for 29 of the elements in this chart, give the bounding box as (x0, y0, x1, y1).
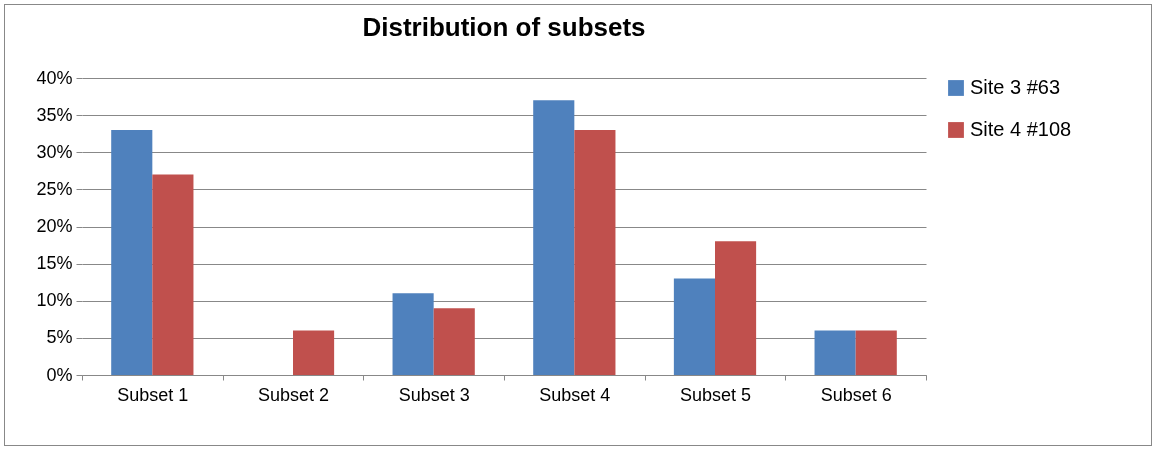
y-tick-label: 20% (36, 216, 73, 236)
y-tick-label: 5% (46, 327, 73, 348)
bar (433, 308, 475, 375)
bar (855, 330, 897, 375)
bar (111, 129, 153, 375)
x-tick-label: Subset 6 (820, 384, 892, 405)
bar (715, 241, 757, 375)
y-tick-label: 35% (36, 104, 73, 125)
bar (293, 330, 335, 375)
chart-title: Distribution of subsets (362, 12, 646, 42)
bar (673, 278, 715, 375)
y-tick-label: 25% (36, 178, 73, 199)
bar (152, 174, 194, 375)
y-tick-label: 40% (36, 67, 73, 88)
x-tick-label: Subset 2 (257, 384, 330, 405)
y-tick-label: 30% (36, 141, 73, 162)
y-tick-label: 15% (36, 253, 73, 274)
legend-label: Site 3 #63 (970, 76, 1061, 98)
bar (574, 129, 616, 375)
bar (392, 293, 434, 375)
x-tick-label: Subset 1 (117, 384, 189, 405)
x-tick-label: Subset 3 (398, 384, 470, 405)
y-tick-label: 0% (46, 364, 73, 385)
legend-label: Site 4 #108 (970, 118, 1072, 140)
y-tick-label: 10% (36, 290, 73, 311)
bar (814, 330, 856, 375)
x-tick-label: Subset 4 (539, 384, 611, 405)
x-tick-label: Subset 5 (679, 384, 752, 405)
bar (533, 100, 575, 375)
